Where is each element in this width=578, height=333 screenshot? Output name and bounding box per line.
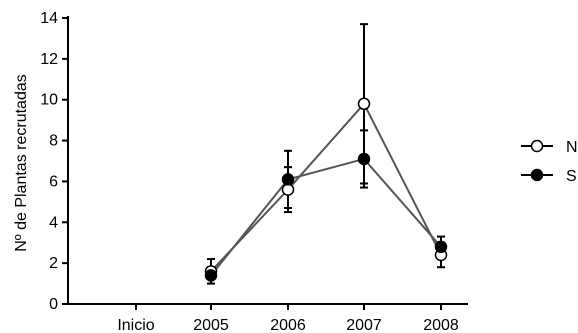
series-layer xyxy=(204,23,448,285)
data-point-S xyxy=(281,173,295,186)
y-tick-label: 0 xyxy=(49,296,58,313)
data-point-N xyxy=(357,97,371,111)
legend-marker-N xyxy=(530,139,544,153)
y-tick-label: 8 xyxy=(49,133,58,150)
y-tick-label: 2 xyxy=(49,255,58,272)
data-point-N xyxy=(281,183,295,196)
y-tick-label: 14 xyxy=(40,10,58,27)
legend-label-N: N xyxy=(566,139,578,156)
x-tick-label: 2005 xyxy=(193,317,229,333)
y-tick-label: 10 xyxy=(40,92,58,109)
y-tick-label: 12 xyxy=(40,51,58,68)
y-axis-label: Nº de Plantas recrutadas xyxy=(13,74,30,252)
y-tick-label: 4 xyxy=(49,214,58,231)
legend: NS xyxy=(521,139,578,185)
legend-marker-S xyxy=(530,168,544,182)
data-point-S xyxy=(357,152,371,166)
data-point-S xyxy=(434,240,448,254)
axes: 0 2 4 6 8 10 12 14 Inicio 2005 2006 2007 2008 xyxy=(40,10,468,333)
x-tick-label: 2008 xyxy=(423,317,459,333)
data-point-S xyxy=(204,269,218,282)
series-line-N xyxy=(210,102,442,273)
x-tick-label: 2006 xyxy=(270,317,306,333)
legend-label-S: S xyxy=(566,168,577,185)
series-line-S xyxy=(210,157,442,277)
x-tick-label: Inicio xyxy=(117,317,154,333)
y-tick-label: 6 xyxy=(49,173,58,190)
x-tick-label: 2007 xyxy=(346,317,382,333)
